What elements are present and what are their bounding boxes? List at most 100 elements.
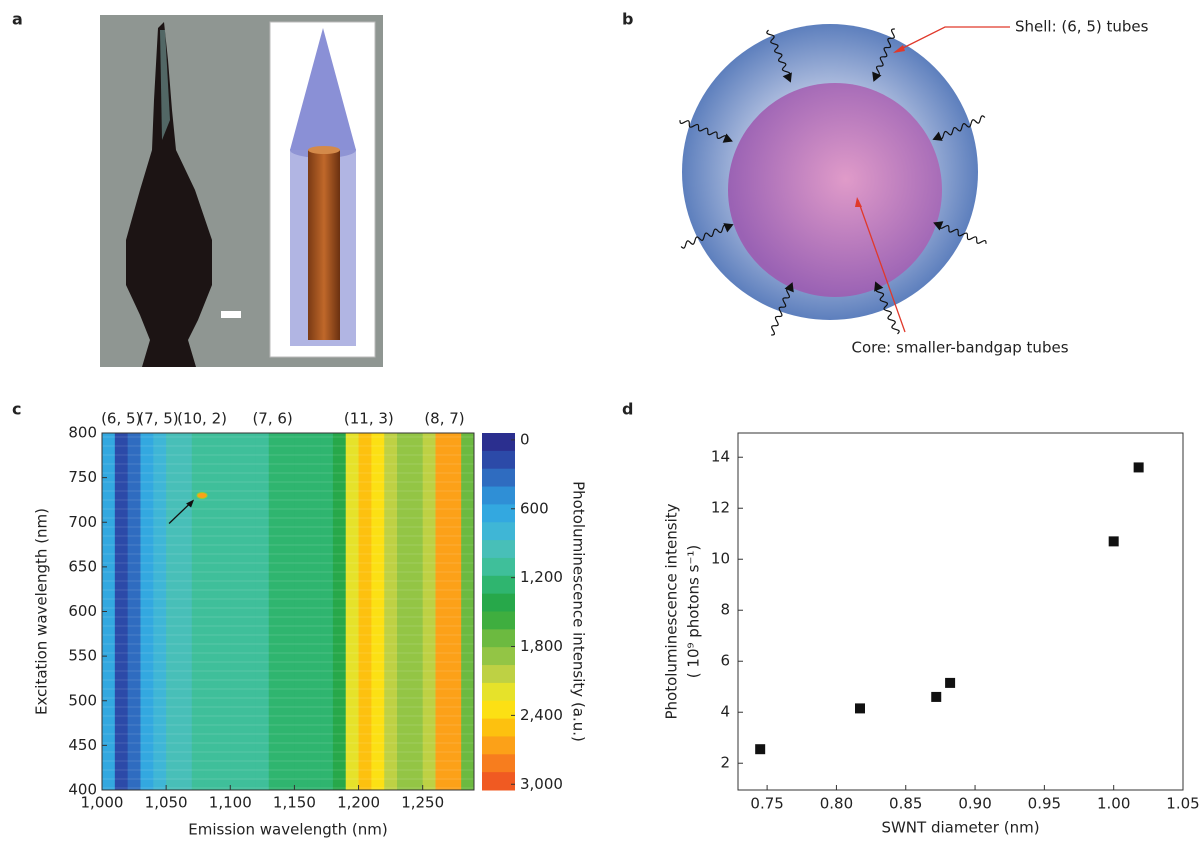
stripe-texture xyxy=(102,598,474,600)
y-axis-label: ( 10⁹ photons s⁻¹) xyxy=(685,545,703,678)
heat-column xyxy=(359,433,372,790)
shell-label: Shell: (6, 5) tubes xyxy=(1015,18,1149,36)
stripe-texture xyxy=(102,535,474,537)
stripe-texture xyxy=(102,769,474,771)
panel-label: a xyxy=(12,10,23,29)
heat-column xyxy=(269,433,282,790)
colorbar-cell xyxy=(482,487,515,505)
panel-label: d xyxy=(622,400,633,419)
stripe-texture xyxy=(102,643,474,645)
heat-column xyxy=(256,433,269,790)
x-axis-label: Emission wavelength (nm) xyxy=(188,821,387,839)
chirality-label: (7, 6) xyxy=(252,410,292,428)
y-tick-label: 550 xyxy=(68,647,97,665)
x-axis-label: SWNT diameter (nm) xyxy=(881,819,1039,837)
x-tick-label: 1,200 xyxy=(337,794,380,812)
heat-column xyxy=(423,433,436,790)
stripe-texture xyxy=(102,607,474,609)
x-tick-label: 1.05 xyxy=(1166,795,1199,813)
colorbar-cell xyxy=(482,576,515,594)
colorbar-cell xyxy=(482,719,515,737)
colorbar-cell xyxy=(482,504,515,522)
stripe-texture xyxy=(102,760,474,762)
colorbar-cell xyxy=(482,540,515,558)
x-tick-label: 1.00 xyxy=(1097,795,1130,813)
x-tick-label: 0.80 xyxy=(820,795,853,813)
stripe-texture xyxy=(102,562,474,564)
x-tick-label: 1,250 xyxy=(401,794,444,812)
panel-label: b xyxy=(622,10,633,29)
data-point xyxy=(755,744,765,754)
stripe-texture xyxy=(102,526,474,528)
chirality-label: (10, 2) xyxy=(177,410,227,428)
heat-column xyxy=(384,433,397,790)
core-label: Core: smaller-bandgap tubes xyxy=(851,339,1068,357)
data-point xyxy=(945,678,955,688)
y-tick-label: 2 xyxy=(720,754,730,772)
stripe-texture xyxy=(102,454,474,456)
stripe-texture xyxy=(102,445,474,447)
y-tick-label: 800 xyxy=(68,424,97,442)
stripe-texture xyxy=(102,589,474,591)
colorbar-cell xyxy=(482,594,515,612)
heat-column xyxy=(410,433,423,790)
chirality-label: (7, 5) xyxy=(138,410,178,428)
heat-column xyxy=(282,433,295,790)
data-point xyxy=(1109,536,1119,546)
stripe-texture xyxy=(102,472,474,474)
stripe-texture xyxy=(102,499,474,501)
colorbar-cell xyxy=(482,469,515,487)
core-shell-diagram xyxy=(678,24,1010,337)
colorbar-cell xyxy=(482,683,515,701)
colorbar-cell xyxy=(482,612,515,630)
heat-column xyxy=(320,433,333,790)
x-tick-label: 1,150 xyxy=(273,794,316,812)
stripe-texture xyxy=(102,517,474,519)
x-tick-label: 0.75 xyxy=(750,795,783,813)
stripe-texture xyxy=(102,787,474,789)
y-tick-label: 14 xyxy=(711,448,730,466)
stripe-texture xyxy=(102,544,474,546)
y-tick-label: 400 xyxy=(68,781,97,799)
y-axis-label: Photoluminescence intensity xyxy=(663,503,681,719)
plot-frame xyxy=(738,433,1183,790)
heat-column xyxy=(205,433,218,790)
heat-column xyxy=(448,433,461,790)
heat-column xyxy=(128,433,141,790)
heat-column xyxy=(230,433,243,790)
y-tick-label: 600 xyxy=(68,602,97,620)
x-tick-label: 1,100 xyxy=(209,794,252,812)
heat-column xyxy=(115,433,128,790)
stripe-texture xyxy=(102,553,474,555)
stripe-texture xyxy=(102,652,474,654)
stripe-texture xyxy=(102,697,474,699)
colorbar-cell xyxy=(482,629,515,647)
heat-column xyxy=(166,433,179,790)
stripe-texture xyxy=(102,670,474,672)
y-tick-label: 6 xyxy=(720,652,730,670)
micrograph xyxy=(100,15,383,367)
heat-column xyxy=(333,433,346,790)
colorbar-tick-label: 600 xyxy=(520,499,549,517)
chirality-label: (11, 3) xyxy=(344,410,394,428)
y-tick-label: 12 xyxy=(711,499,730,517)
stripe-texture xyxy=(102,661,474,663)
stripe-texture xyxy=(102,706,474,708)
colorbar-tick-label: 3,000 xyxy=(520,775,563,793)
colorbar-cell xyxy=(482,451,515,469)
y-tick-label: 750 xyxy=(68,468,97,486)
heat-column xyxy=(217,433,230,790)
colorbar-cell xyxy=(482,701,515,719)
colorbar-tick-label: 0 xyxy=(520,430,530,448)
colorbar-cell xyxy=(482,665,515,683)
x-tick-label: 0.95 xyxy=(1028,795,1061,813)
data-point xyxy=(855,703,865,713)
stripe-texture xyxy=(102,688,474,690)
hotspot xyxy=(197,492,207,498)
data-point xyxy=(1134,462,1144,472)
stripe-texture xyxy=(102,580,474,582)
colorbar-label: Photoluminescence intensity (a.u.) xyxy=(570,481,588,742)
x-tick-label: 0.85 xyxy=(889,795,922,813)
y-axis-label: Excitation wavelength (nm) xyxy=(33,508,51,715)
heat-column xyxy=(140,433,153,790)
